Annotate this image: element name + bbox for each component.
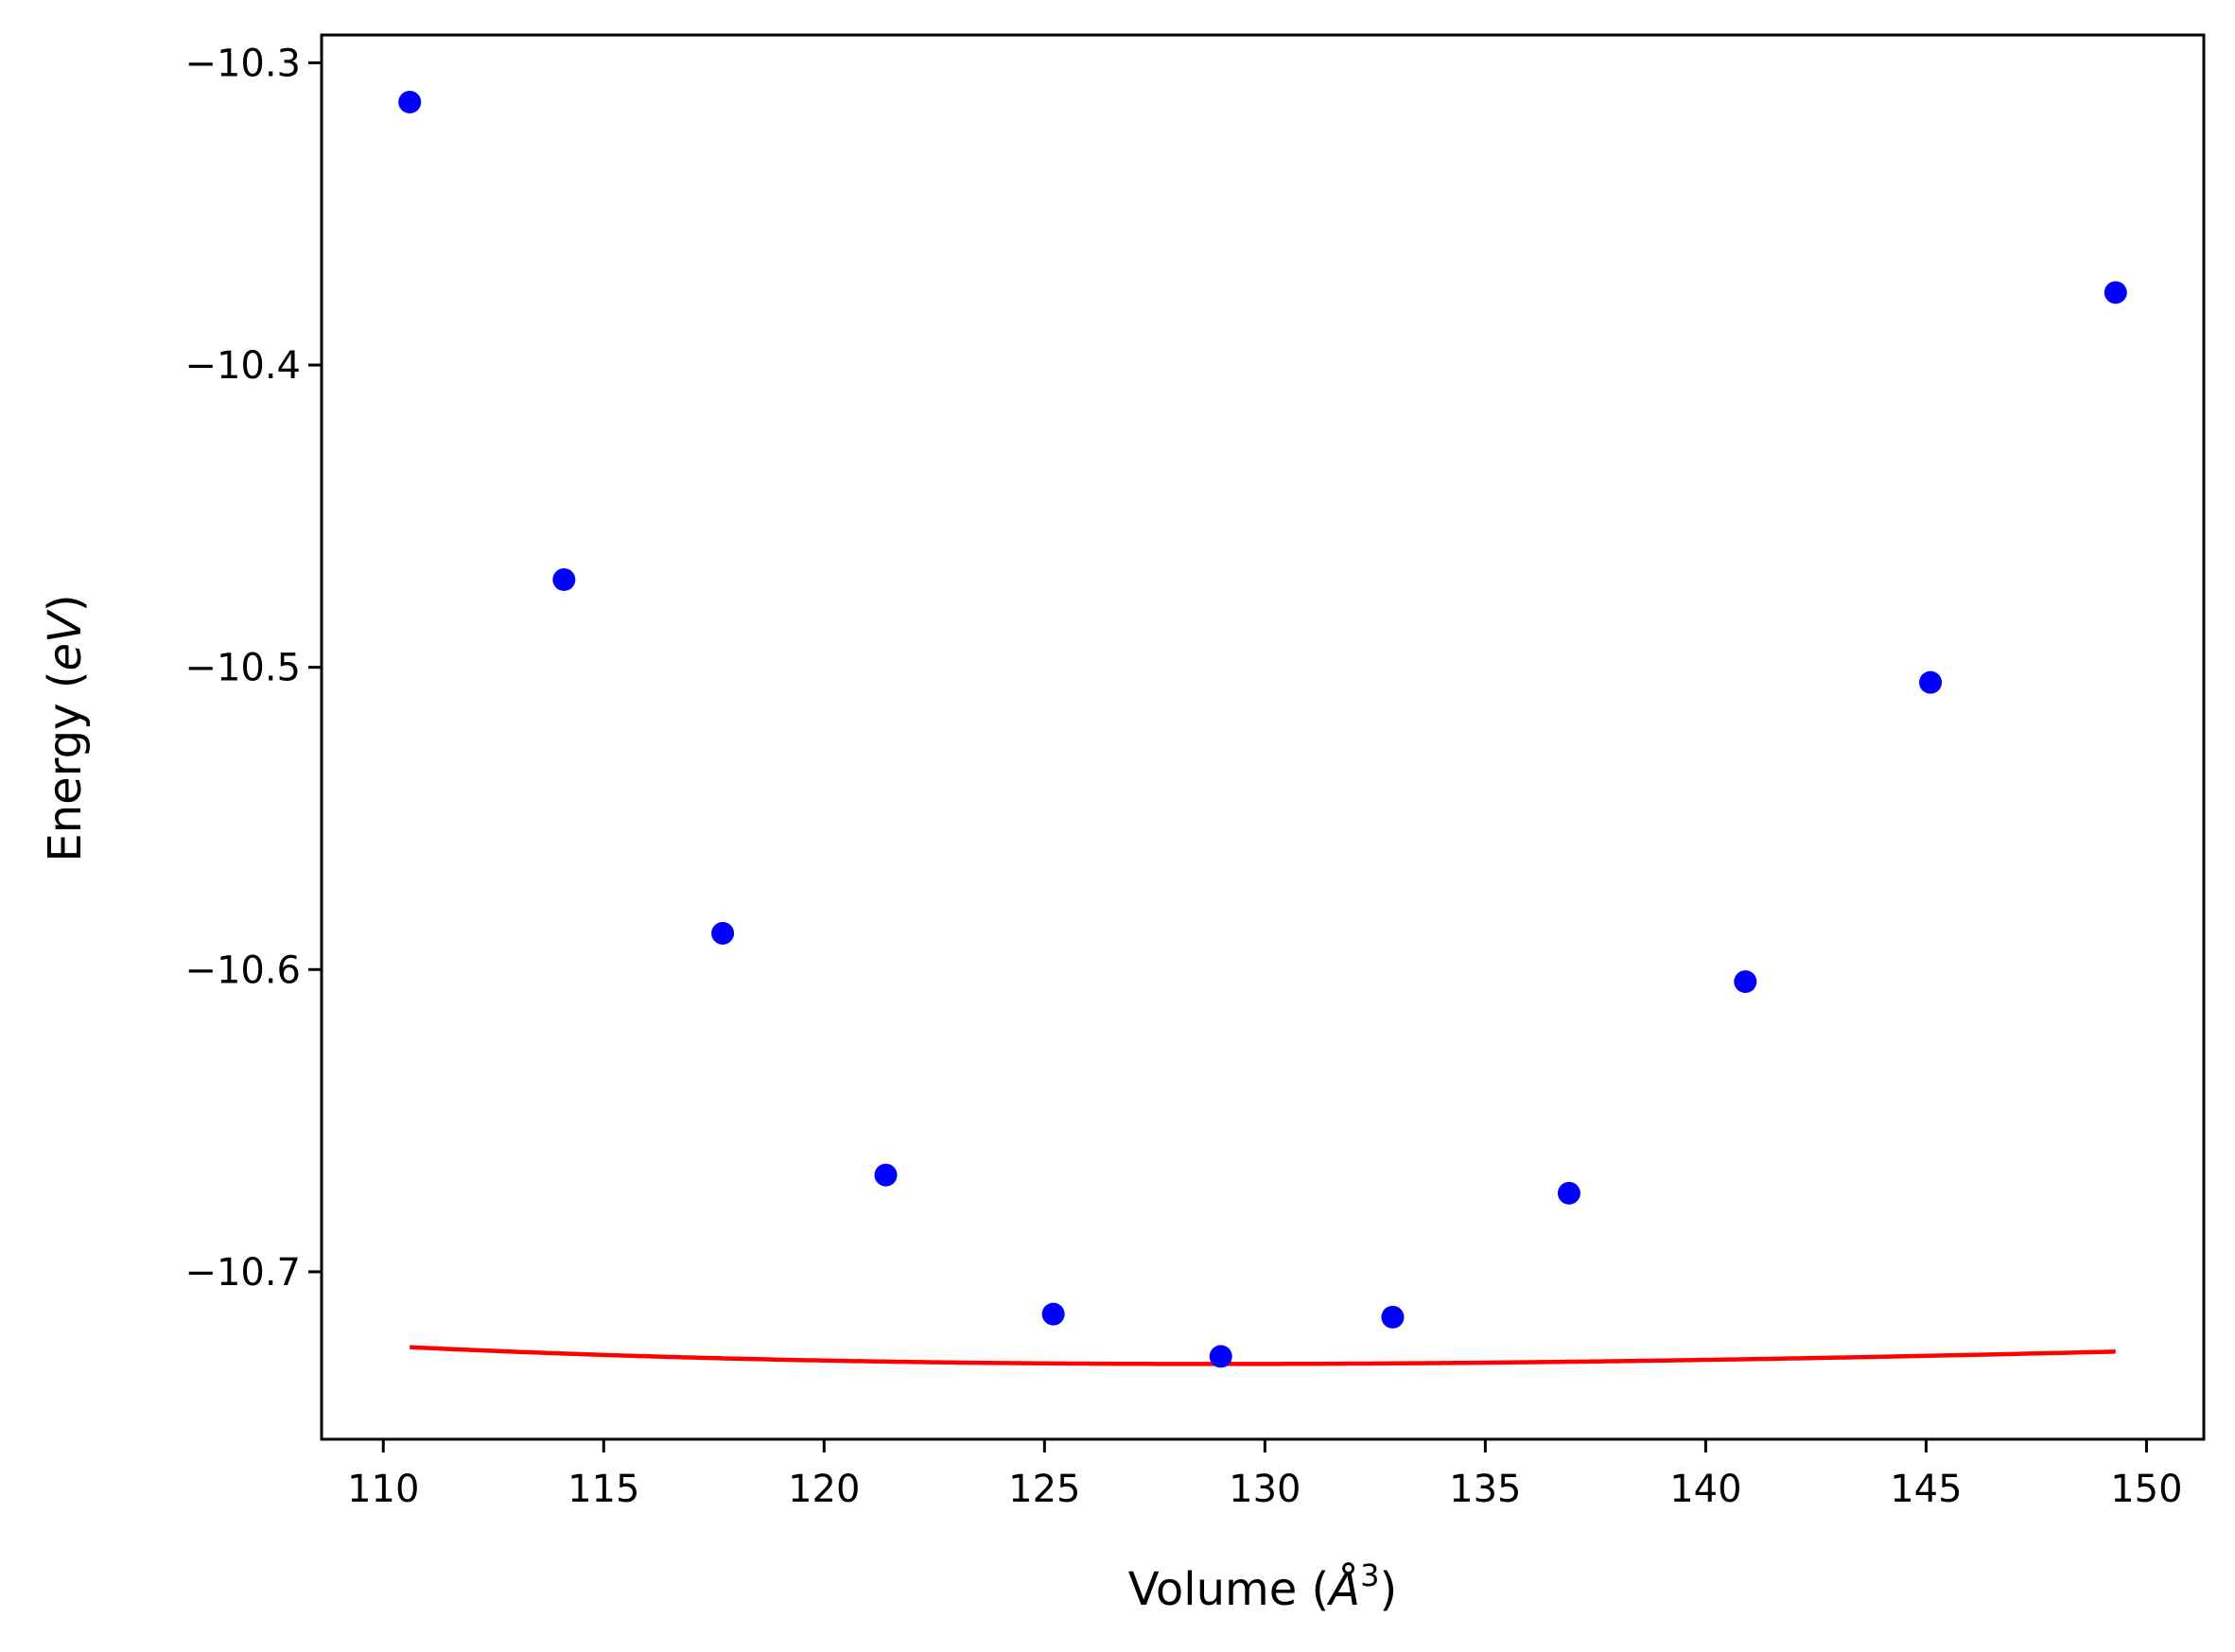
x-axis-label-text: Volume ( [1128,1563,1330,1616]
y-tick-label: −10.7 [184,1251,301,1295]
x-axis-label-exponent: 3 [1360,1557,1379,1593]
y-tick-label: −10.5 [184,647,301,690]
y-tick-label: −10.3 [184,42,301,85]
y-axis-label: Energy (eV) [39,594,92,861]
data-point [552,567,576,591]
y-axis-label-symbol: eV [39,609,92,671]
x-axis-label-close: ) [1379,1563,1397,1616]
fit-curve [410,1345,2116,1366]
x-tick-label: 145 [1890,1468,1962,1511]
y-axis-label-close: ) [39,594,92,612]
x-tick-label: 125 [1008,1468,1080,1511]
data-point [1381,1305,1405,1329]
x-axis-ticks: 110 115 120 125 130 135 140 145 150 [347,1439,2183,1511]
x-tick-label: 120 [788,1468,860,1511]
y-tick-label: −10.4 [184,344,301,388]
data-point [1041,1302,1065,1326]
x-axis-label-symbol: Å [1326,1562,1360,1616]
data-point [2104,281,2127,304]
fit-curve-layer [410,1345,2116,1366]
y-axis-ticks: −10.3 −10.4 −10.5 −10.6 −10.7 [184,42,322,1295]
plot-background [322,35,2204,1439]
x-axis-label: Volume (Å3) [1128,1557,1397,1616]
x-tick-label: 115 [567,1468,639,1511]
plot-frame [320,33,2206,1441]
x-tick-label: 130 [1229,1468,1301,1511]
data-points-layer [398,90,2127,1368]
x-tick-label: 135 [1449,1468,1521,1511]
data-point [874,1163,898,1187]
y-axis-label-text: Energy ( [39,671,92,862]
y-tick-label: −10.6 [184,948,301,992]
data-point [711,921,735,945]
data-point [1734,970,1757,994]
x-tick-label: 140 [1669,1468,1741,1511]
x-tick-label: 150 [2110,1468,2182,1511]
data-point [398,90,422,113]
data-point [1209,1345,1232,1368]
x-tick-label: 110 [347,1468,419,1511]
data-point [1919,670,1943,694]
data-point [1557,1181,1580,1205]
